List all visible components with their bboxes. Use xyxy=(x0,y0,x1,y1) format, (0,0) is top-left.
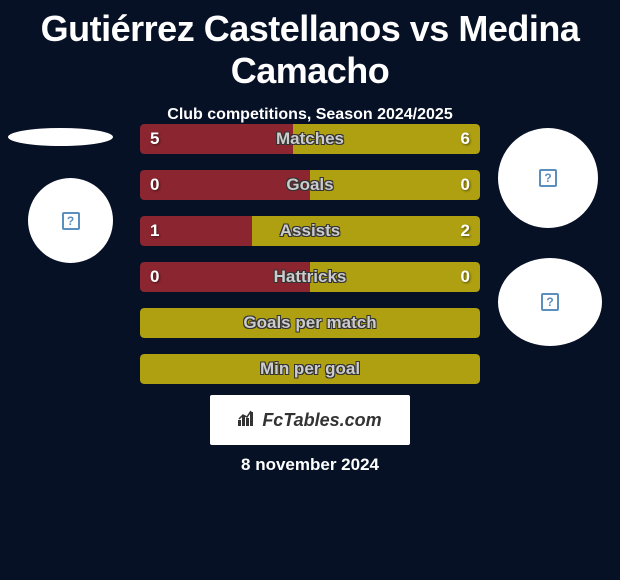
stat-label: Min per goal xyxy=(260,359,360,379)
stat-label: Goals per match xyxy=(243,313,376,333)
player2-badge-1 xyxy=(498,128,598,228)
stat-bar-left xyxy=(140,124,293,154)
footer-date: 8 november 2024 xyxy=(241,455,379,475)
stat-value-right: 6 xyxy=(461,129,470,149)
stat-bar-left xyxy=(140,170,310,200)
footer-logo: FcTables.com xyxy=(210,395,410,445)
stat-label: Assists xyxy=(280,221,340,241)
footer-logo-text: FcTables.com xyxy=(262,410,381,431)
stat-value-right: 2 xyxy=(461,221,470,241)
decorative-ellipse xyxy=(8,128,113,146)
player2-badge-2 xyxy=(498,258,602,346)
placeholder-icon xyxy=(62,212,80,230)
subtitle: Club competitions, Season 2024/2025 xyxy=(0,106,620,124)
page-title: Gutiérrez Castellanos vs Medina Camacho xyxy=(0,0,620,92)
stat-row: 0 0 Goals xyxy=(140,170,480,200)
stat-value-left: 0 xyxy=(150,175,159,195)
stat-bar-right xyxy=(310,170,480,200)
stat-row: 0 0 Hattricks xyxy=(140,262,480,292)
stat-label: Goals xyxy=(286,175,333,195)
stat-value-right: 0 xyxy=(461,267,470,287)
player1-badge xyxy=(28,178,113,263)
stat-value-left: 1 xyxy=(150,221,159,241)
stat-label: Hattricks xyxy=(274,267,347,287)
stat-value-right: 0 xyxy=(461,175,470,195)
stat-row: 1 2 Assists xyxy=(140,216,480,246)
stats-container: 5 6 Matches 0 0 Goals 1 2 Assists 0 0 Hattricks Goal… xyxy=(140,124,480,400)
stat-value-left: 5 xyxy=(150,129,159,149)
stat-row: Goals per match xyxy=(140,308,480,338)
logo-icon xyxy=(238,410,258,431)
stat-row: Min per goal xyxy=(140,354,480,384)
stat-label: Matches xyxy=(276,129,344,149)
stat-value-left: 0 xyxy=(150,267,159,287)
placeholder-icon xyxy=(539,169,557,187)
stat-row: 5 6 Matches xyxy=(140,124,480,154)
placeholder-icon xyxy=(541,293,559,311)
